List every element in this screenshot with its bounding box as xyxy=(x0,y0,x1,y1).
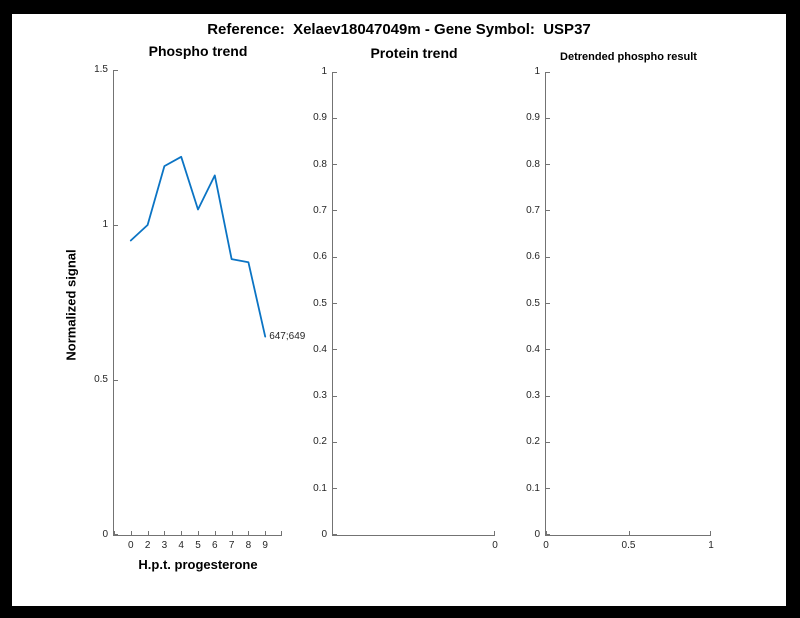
x-tick-mark xyxy=(181,531,183,535)
y-tick-label: 0.6 xyxy=(526,251,540,263)
y-tick-mark xyxy=(546,164,550,166)
y-tick-label: 0.9 xyxy=(526,112,540,124)
y-tick-label: 1.5 xyxy=(94,64,108,75)
y-tick-mark xyxy=(333,303,337,304)
protein-trend-title: Protein trend xyxy=(370,45,458,61)
x-tick-label: 3 xyxy=(161,540,168,551)
x-tick-mark xyxy=(130,531,132,535)
x-tick-mark xyxy=(265,531,267,535)
x-tick-label: 0 xyxy=(543,540,549,551)
y-tick-label: 0.1 xyxy=(313,482,327,494)
x-tick-label: 9 xyxy=(262,540,268,551)
y-tick-mark xyxy=(546,72,550,73)
x-tick-mark xyxy=(231,531,233,535)
y-tick-mark xyxy=(333,72,337,73)
x-tick-label: 6 xyxy=(212,540,218,551)
y-tick-label: 0 xyxy=(534,529,540,540)
y-tick-label: 1 xyxy=(321,66,327,77)
y-tick-mark xyxy=(333,441,337,443)
y-tick-label: 0.5 xyxy=(313,297,327,309)
phospho-trend-title: Phospho trend xyxy=(148,43,248,59)
y-tick-label: 0.3 xyxy=(526,390,540,402)
y-tick-mark xyxy=(114,224,118,226)
y-tick-label: 0.3 xyxy=(313,390,327,402)
x-tick-mark xyxy=(164,531,166,535)
x-tick-mark xyxy=(114,531,115,535)
y-tick-label: 0.7 xyxy=(526,204,540,216)
y-tick-mark xyxy=(333,256,337,258)
y-tick-label: 0.1 xyxy=(526,482,540,494)
y-tick-mark xyxy=(546,210,550,212)
y-tick-mark xyxy=(114,534,118,535)
x-axis-label: H.p.t. progesterone xyxy=(138,557,258,572)
x-tick-label: 4 xyxy=(178,540,184,551)
y-tick-label: 0.2 xyxy=(526,436,540,448)
y-tick-label: 0.5 xyxy=(94,374,108,385)
y-tick-label: 0.7 xyxy=(313,204,327,216)
y-tick-mark xyxy=(333,117,337,119)
y-tick-label: 0.5 xyxy=(526,297,540,309)
y-tick-mark xyxy=(546,117,550,119)
protein-trend-axes: Protein trend 0 0.1 0.2 0.3 0.4 0.5 0.6 0.7 0.8 0… xyxy=(313,45,498,551)
x-tick-mark xyxy=(214,531,216,535)
detrended-phospho-title: Detrended phospho result xyxy=(560,51,697,63)
x-tick-label: 5 xyxy=(195,540,201,551)
y-tick-label: 1 xyxy=(102,219,108,230)
y-axis-label: Normalized signal xyxy=(63,249,79,361)
x-tick-label: 2 xyxy=(144,540,151,551)
y-tick-label: 1 xyxy=(534,66,540,77)
x-tick-mark xyxy=(281,531,282,535)
y-tick-mark xyxy=(546,441,550,443)
x-tick-label: 0.5 xyxy=(621,540,636,551)
phospho-trend-axes: Phospho trend Normalized signal H.p.t. p… xyxy=(64,43,306,572)
y-tick-mark xyxy=(546,488,550,490)
y-tick-mark xyxy=(546,349,550,351)
matlab-figure-window: Reference: Xelaev18047049m - Gene Symbol… xyxy=(12,14,786,606)
x-tick-mark xyxy=(546,531,547,535)
detrended-phospho-axes: Detrended phospho result 0 0.1 0.2 0.3 0.4 0.… xyxy=(526,51,714,551)
y-tick-label: 0.2 xyxy=(313,436,327,448)
y-tick-label: 0 xyxy=(102,529,108,540)
y-tick-mark xyxy=(546,303,550,304)
y-tick-label: 0.4 xyxy=(526,343,540,355)
y-tick-label: 0 xyxy=(321,529,327,540)
x-tick-mark xyxy=(628,531,630,535)
y-tick-mark xyxy=(333,534,337,535)
data-point-annotation: 647;649 xyxy=(269,330,306,342)
y-tick-label: 0.9 xyxy=(313,112,327,124)
y-tick-mark xyxy=(333,488,337,490)
x-tick-mark xyxy=(248,531,250,535)
x-tick-label: 1 xyxy=(708,540,714,551)
x-tick-mark xyxy=(198,531,199,535)
y-tick-mark xyxy=(546,395,550,397)
y-tick-mark xyxy=(333,349,337,351)
y-tick-mark xyxy=(546,256,550,258)
phospho-trend-line xyxy=(129,155,267,338)
x-tick-label: 7 xyxy=(228,540,235,551)
y-tick-mark xyxy=(114,70,118,71)
y-tick-mark xyxy=(333,395,337,397)
x-tick-label: 0 xyxy=(492,540,498,551)
y-tick-mark xyxy=(333,210,337,212)
x-tick-label: 0 xyxy=(128,540,134,551)
x-tick-label: 8 xyxy=(245,540,252,551)
y-tick-mark xyxy=(114,379,118,381)
line-series xyxy=(129,155,267,338)
y-tick-mark xyxy=(333,164,337,166)
y-tick-label: 0.8 xyxy=(313,158,327,170)
y-tick-label: 0.4 xyxy=(313,343,327,355)
x-tick-mark xyxy=(147,531,149,535)
figure-title: Reference: Xelaev18047049m - Gene Symbol… xyxy=(207,21,591,38)
x-tick-mark xyxy=(494,531,495,535)
y-tick-label: 0.8 xyxy=(526,158,540,170)
y-tick-label: 0.6 xyxy=(313,251,327,263)
y-tick-mark xyxy=(546,534,550,535)
x-tick-mark xyxy=(710,531,711,535)
